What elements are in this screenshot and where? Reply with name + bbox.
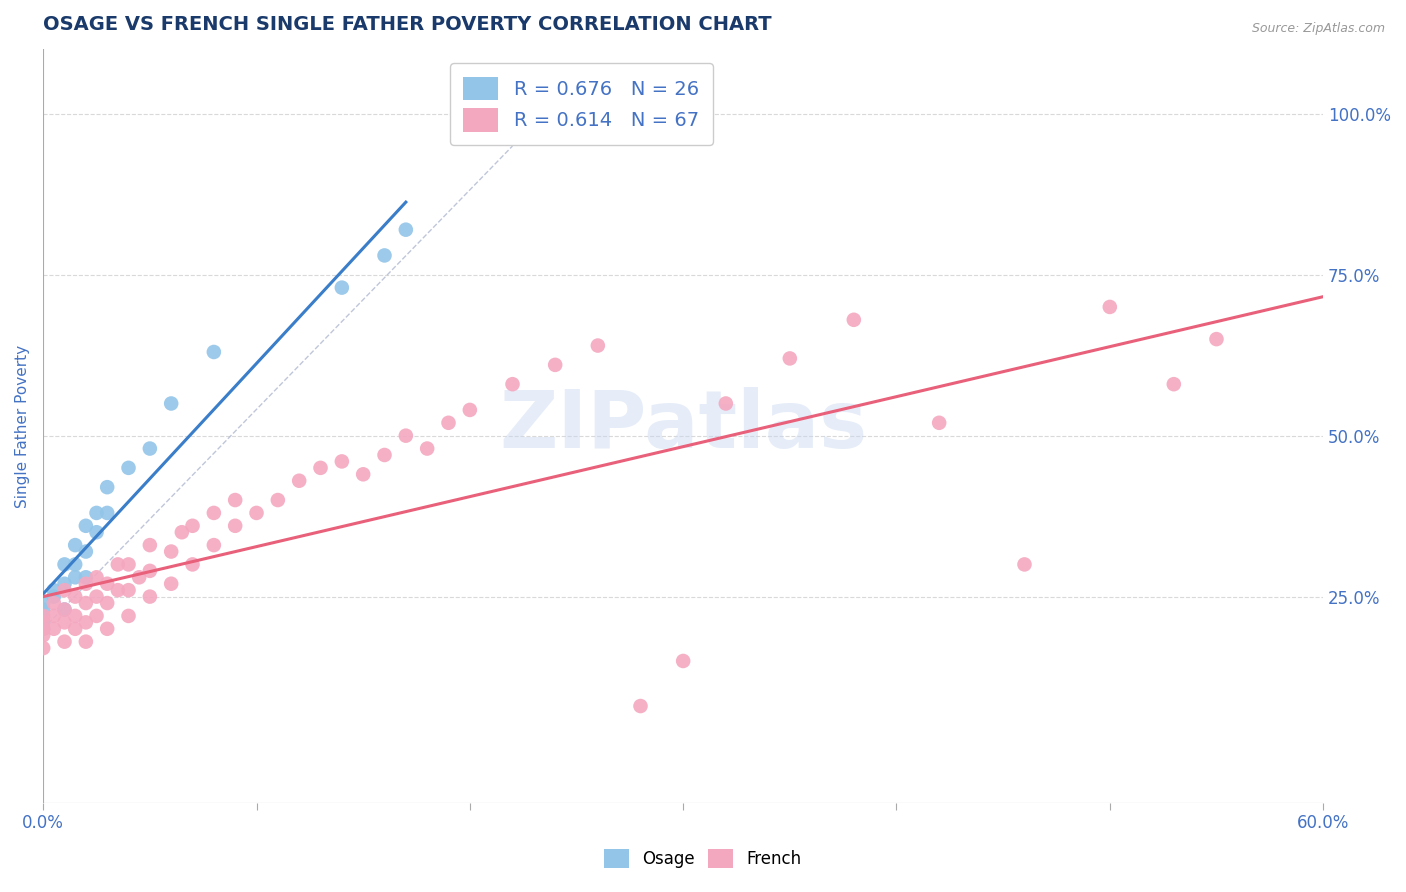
Point bbox=[586, 338, 609, 352]
Point bbox=[267, 493, 290, 508]
Point bbox=[75, 634, 97, 648]
Point bbox=[63, 558, 86, 572]
Point bbox=[42, 583, 65, 598]
Point bbox=[75, 518, 97, 533]
Point bbox=[779, 351, 801, 366]
Point bbox=[1163, 377, 1185, 392]
Point bbox=[416, 442, 439, 456]
Text: ZIPatlas: ZIPatlas bbox=[499, 387, 868, 465]
Point bbox=[202, 345, 225, 359]
Point bbox=[107, 583, 129, 598]
Point bbox=[544, 358, 567, 372]
Point bbox=[117, 558, 139, 572]
Point bbox=[395, 428, 418, 442]
Point bbox=[42, 596, 65, 610]
Point bbox=[395, 222, 418, 236]
Point bbox=[458, 403, 481, 417]
Point bbox=[330, 280, 353, 294]
Point bbox=[96, 596, 118, 610]
Point bbox=[53, 615, 76, 630]
Point bbox=[63, 570, 86, 584]
Point bbox=[32, 622, 55, 636]
Point bbox=[86, 525, 108, 540]
Point bbox=[96, 576, 118, 591]
Point bbox=[181, 558, 204, 572]
Point bbox=[842, 313, 865, 327]
Point bbox=[117, 608, 139, 623]
Point bbox=[1014, 558, 1036, 572]
Point bbox=[128, 570, 150, 584]
Point bbox=[42, 622, 65, 636]
Point bbox=[202, 538, 225, 552]
Point bbox=[139, 564, 162, 578]
Point bbox=[245, 506, 267, 520]
Point bbox=[1205, 332, 1227, 346]
Point bbox=[75, 570, 97, 584]
Point bbox=[86, 570, 108, 584]
Point bbox=[224, 493, 246, 508]
Point bbox=[63, 608, 86, 623]
Point bbox=[53, 602, 76, 616]
Point bbox=[202, 506, 225, 520]
Point bbox=[32, 596, 55, 610]
Point bbox=[630, 699, 652, 714]
Legend: Osage, French: Osage, French bbox=[598, 843, 808, 875]
Point bbox=[1098, 300, 1121, 314]
Point bbox=[928, 416, 950, 430]
Point bbox=[330, 454, 353, 468]
Point bbox=[160, 576, 183, 591]
Point bbox=[139, 442, 162, 456]
Point bbox=[139, 538, 162, 552]
Point bbox=[32, 602, 55, 616]
Point bbox=[352, 467, 374, 482]
Point bbox=[53, 602, 76, 616]
Point bbox=[224, 518, 246, 533]
Point bbox=[53, 634, 76, 648]
Point bbox=[42, 608, 65, 623]
Point bbox=[139, 590, 162, 604]
Point bbox=[86, 506, 108, 520]
Point bbox=[160, 544, 183, 558]
Point bbox=[53, 558, 76, 572]
Point bbox=[373, 248, 395, 262]
Point bbox=[53, 576, 76, 591]
Point bbox=[96, 506, 118, 520]
Point bbox=[117, 583, 139, 598]
Text: Source: ZipAtlas.com: Source: ZipAtlas.com bbox=[1251, 22, 1385, 36]
Point bbox=[160, 396, 183, 410]
Point bbox=[170, 525, 193, 540]
Text: OSAGE VS FRENCH SINGLE FATHER POVERTY CORRELATION CHART: OSAGE VS FRENCH SINGLE FATHER POVERTY CO… bbox=[44, 15, 772, 34]
Point bbox=[672, 654, 695, 668]
Point bbox=[107, 558, 129, 572]
Point bbox=[714, 396, 737, 410]
Point bbox=[32, 615, 55, 630]
Legend: R = 0.676   N = 26, R = 0.614   N = 67: R = 0.676 N = 26, R = 0.614 N = 67 bbox=[450, 63, 713, 145]
Y-axis label: Single Father Poverty: Single Father Poverty bbox=[15, 344, 30, 508]
Point bbox=[42, 590, 65, 604]
Point bbox=[437, 416, 460, 430]
Point bbox=[32, 615, 55, 630]
Point bbox=[32, 622, 55, 636]
Point bbox=[53, 583, 76, 598]
Point bbox=[63, 538, 86, 552]
Point bbox=[117, 461, 139, 475]
Point bbox=[96, 622, 118, 636]
Point bbox=[32, 628, 55, 642]
Point bbox=[75, 615, 97, 630]
Point bbox=[86, 608, 108, 623]
Point bbox=[32, 641, 55, 656]
Point bbox=[309, 461, 332, 475]
Point bbox=[75, 596, 97, 610]
Point bbox=[502, 377, 524, 392]
Point bbox=[288, 474, 311, 488]
Point bbox=[32, 608, 55, 623]
Point bbox=[63, 622, 86, 636]
Point bbox=[181, 518, 204, 533]
Point bbox=[96, 480, 118, 494]
Point bbox=[373, 448, 395, 462]
Point bbox=[75, 576, 97, 591]
Point bbox=[63, 590, 86, 604]
Point bbox=[86, 590, 108, 604]
Point bbox=[75, 544, 97, 558]
